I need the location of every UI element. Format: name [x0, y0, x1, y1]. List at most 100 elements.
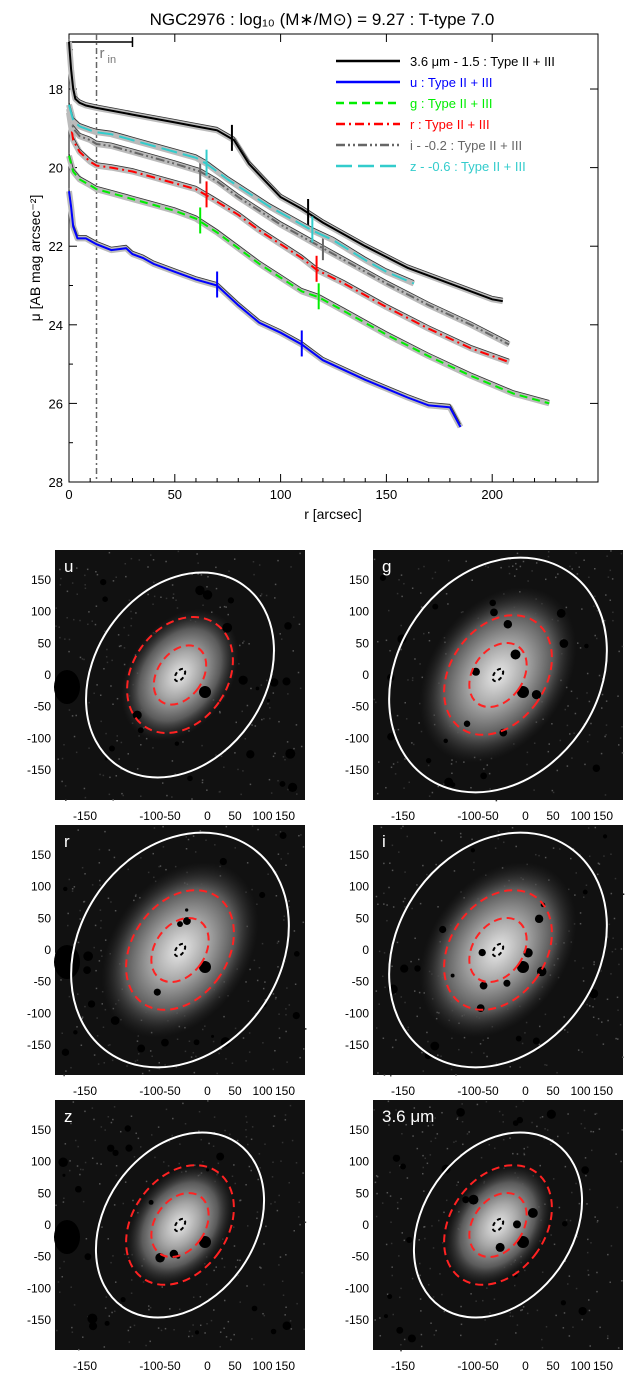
- break-ellipse-inner: [152, 644, 208, 706]
- noise-pixel: [245, 981, 247, 983]
- noise-pixel: [607, 1335, 609, 1337]
- noise-pixel: [621, 1129, 623, 1131]
- noise-pixel: [206, 1322, 208, 1325]
- noise-pixel: [413, 743, 415, 746]
- noise-pixel: [545, 1326, 548, 1328]
- noise-pixel: [275, 996, 277, 999]
- noise-pixel: [606, 936, 609, 938]
- break-ellipse-inner: [468, 641, 528, 709]
- masked-star: [532, 1037, 540, 1045]
- masked-star: [174, 741, 180, 746]
- noise-pixel: [138, 735, 140, 737]
- noise-pixel: [100, 1163, 102, 1165]
- noise-pixel: [237, 1274, 239, 1277]
- noise-pixel: [81, 1017, 83, 1020]
- noise-pixel: [277, 940, 280, 943]
- noise-pixel: [153, 876, 155, 879]
- noise-pixel: [59, 568, 61, 571]
- noise-pixel: [460, 1334, 462, 1337]
- noise-pixel: [245, 1183, 247, 1186]
- noise-pixel: [484, 565, 487, 567]
- noise-pixel: [286, 987, 288, 989]
- panel-x-tick-label: 50: [546, 1359, 560, 1373]
- masked-star: [592, 764, 601, 772]
- noise-pixel: [604, 794, 607, 796]
- noise-pixel: [101, 1226, 103, 1228]
- noise-pixel: [292, 650, 295, 652]
- noise-pixel: [437, 1054, 439, 1057]
- noise-pixel: [160, 596, 162, 599]
- noise-pixel: [429, 1120, 431, 1123]
- noise-pixel: [223, 605, 226, 608]
- noise-pixel: [558, 1206, 561, 1209]
- noise-pixel: [137, 1053, 140, 1055]
- noise-pixel: [294, 983, 297, 986]
- noise-pixel: [431, 577, 434, 580]
- masked-star: [462, 1196, 470, 1204]
- noise-pixel: [427, 1040, 429, 1043]
- noise-pixel: [401, 1232, 404, 1234]
- noise-pixel: [423, 565, 425, 568]
- noise-pixel: [551, 1139, 554, 1141]
- panel-y-tick-label: -100: [345, 1281, 369, 1295]
- noise-pixel: [272, 1125, 275, 1127]
- noise-pixel: [295, 724, 298, 726]
- noise-pixel: [96, 1035, 99, 1037]
- noise-pixel: [586, 1251, 589, 1254]
- noise-pixel: [416, 1015, 418, 1018]
- masked-star: [148, 1199, 154, 1205]
- noise-pixel: [192, 835, 195, 837]
- masked-star: [187, 775, 193, 782]
- noise-pixel: [282, 1294, 285, 1296]
- noise-pixel: [68, 709, 71, 711]
- noise-pixel: [422, 1172, 424, 1175]
- panel-x-tick-label: -150: [73, 1084, 97, 1098]
- noise-pixel: [234, 1182, 236, 1185]
- noise-pixel: [57, 758, 59, 760]
- noise-pixel: [613, 917, 616, 920]
- noise-pixel: [455, 1074, 457, 1076]
- noise-pixel: [589, 1345, 591, 1347]
- noise-pixel: [274, 583, 277, 586]
- noise-pixel: [164, 1327, 167, 1330]
- noise-pixel: [93, 1054, 96, 1056]
- outer-ellipse: [70, 831, 290, 1069]
- noise-pixel: [66, 616, 68, 619]
- series-fit-line: [68, 105, 510, 342]
- panel-y-tick-label: 150: [31, 848, 51, 862]
- noise-pixel: [400, 624, 402, 627]
- noise-pixel: [68, 995, 71, 998]
- noise-pixel: [248, 1032, 251, 1034]
- noise-pixel: [218, 710, 221, 713]
- noise-pixel: [421, 676, 424, 679]
- noise-pixel: [550, 1143, 552, 1145]
- noise-pixel: [552, 847, 555, 849]
- noise-pixel: [548, 743, 550, 745]
- noise-pixel: [509, 1066, 511, 1068]
- noise-pixel: [389, 1074, 392, 1077]
- noise-pixel: [498, 1110, 501, 1113]
- masked-star: [211, 1034, 215, 1038]
- noise-pixel: [383, 862, 385, 865]
- noise-pixel: [245, 1129, 247, 1131]
- noise-pixel: [423, 1225, 426, 1228]
- noise-pixel: [618, 963, 620, 966]
- noise-pixel: [434, 571, 437, 574]
- noise-pixel: [63, 1260, 65, 1263]
- panel-y-tick-label: -100: [27, 731, 51, 745]
- noise-pixel: [390, 1242, 393, 1245]
- noise-pixel: [71, 890, 74, 892]
- noise-pixel: [218, 1052, 220, 1055]
- noise-pixel: [446, 1147, 449, 1150]
- noise-pixel: [127, 634, 130, 637]
- noise-pixel: [373, 698, 375, 701]
- noise-pixel: [396, 941, 399, 944]
- outer-ellipse: [94, 1131, 266, 1319]
- noise-pixel: [147, 566, 149, 568]
- noise-pixel: [259, 1167, 261, 1169]
- noise-pixel: [277, 559, 279, 562]
- noise-pixel: [605, 594, 607, 596]
- noise-pixel: [192, 1051, 195, 1054]
- noise-pixel: [392, 906, 395, 908]
- noise-pixel: [620, 1160, 622, 1163]
